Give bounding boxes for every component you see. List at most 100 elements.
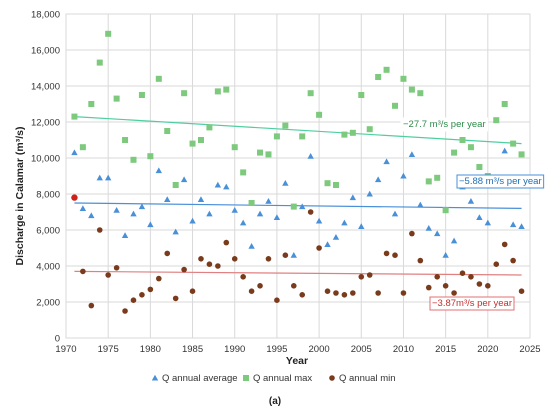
q-annual-min-point	[375, 290, 381, 296]
q-annual-average-point	[197, 196, 205, 202]
q-annual-max-point	[332, 182, 339, 188]
y-tick-label: 16,000	[31, 46, 60, 57]
q-annual-average-point	[374, 176, 382, 183]
q-annual-max-point	[518, 151, 525, 158]
q-annual-average-point	[509, 221, 517, 228]
legend-entry: Q annual min	[329, 373, 396, 384]
q-annual-max-point	[248, 200, 255, 206]
q-annual-max-point	[417, 90, 424, 97]
q-annual-max-point	[155, 75, 162, 82]
q-annual-average-point	[223, 183, 230, 190]
x-tick-label: 2005	[351, 344, 372, 355]
q-annual-max-point	[501, 101, 508, 107]
q-annual-max-point	[307, 90, 314, 97]
q-annual-min-point	[409, 230, 415, 237]
q-annual-average-point	[484, 219, 492, 226]
q-annual-average-point	[273, 214, 281, 220]
q-annual-average-point	[501, 147, 508, 154]
x-tick-label: 2025	[519, 344, 540, 355]
q-annual-average-point	[113, 207, 120, 213]
q-annual-average-point	[315, 217, 323, 224]
q-annual-max-point	[341, 131, 348, 138]
q-annual-min-point	[274, 297, 280, 304]
q-annual-min-point	[206, 261, 213, 268]
q-annual-average-point	[324, 241, 331, 247]
q-annual-average-point	[189, 217, 196, 224]
legend-marker	[243, 375, 249, 381]
x-tick-label: 2015	[435, 344, 456, 355]
q-annual-max-point	[147, 153, 154, 160]
trendline	[74, 116, 522, 145]
x-tick-label: 2000	[309, 344, 330, 355]
q-annual-average-point	[417, 201, 424, 208]
q-annual-min-point	[510, 257, 516, 264]
x-tick-label: 1970	[55, 344, 76, 355]
q-annual-min-point	[189, 288, 196, 295]
trend-annotation: −5.88 m³/s per year	[456, 174, 545, 189]
q-annual-max-point	[324, 180, 331, 187]
q-annual-min-point	[198, 255, 204, 262]
q-annual-average-point	[71, 149, 78, 156]
q-annual-min-point	[181, 266, 187, 273]
q-annual-average-point	[332, 234, 340, 240]
q-annual-min-point	[341, 292, 348, 298]
q-annual-max-point	[400, 75, 407, 82]
q-annual-min-point	[299, 292, 306, 298]
q-annual-min-point	[231, 255, 238, 262]
trend-annotation-text: −3.87m³/s per year	[432, 298, 512, 309]
q-annual-max-point	[459, 137, 466, 143]
q-annual-min-point	[96, 227, 103, 233]
q-annual-min-highlight-point	[71, 194, 78, 201]
q-annual-max-point	[408, 86, 415, 93]
x-tick-label: 1995	[266, 344, 287, 355]
q-annual-min-point	[358, 274, 365, 280]
q-annual-average-point	[442, 252, 449, 258]
q-annual-min-point	[417, 257, 424, 264]
q-annual-min-point	[164, 250, 171, 257]
q-annual-average-point	[450, 237, 458, 244]
q-annual-min-point	[400, 290, 407, 296]
q-annual-max-point	[383, 66, 390, 73]
trend-annotation-box	[456, 174, 545, 189]
q-annual-max-point	[467, 144, 474, 151]
q-annual-max-point	[442, 207, 449, 214]
q-annual-max-point	[392, 102, 399, 109]
q-annual-average-point	[467, 198, 475, 204]
q-annual-max-point	[425, 178, 432, 185]
q-annual-min-point	[122, 308, 128, 314]
trend-annotation-text: −5.88 m³/s per year	[459, 176, 542, 187]
q-annual-max-point	[105, 30, 112, 37]
q-annual-min-point	[316, 245, 322, 251]
q-annual-max-point	[88, 101, 95, 107]
q-annual-max-point	[122, 137, 129, 143]
q-annual-min-point	[501, 241, 508, 248]
q-annual-average-point	[400, 172, 407, 179]
q-annual-max-point	[130, 156, 137, 163]
y-tick-label: 0	[55, 334, 60, 345]
q-annual-max-point	[164, 128, 171, 134]
q-annual-max-point	[214, 88, 221, 95]
q-annual-max-point	[282, 122, 289, 129]
q-annual-min-point	[139, 292, 145, 298]
q-annual-average-point	[155, 167, 162, 174]
q-annual-min-point	[476, 281, 483, 287]
q-annual-max-point	[79, 144, 86, 151]
q-annual-min-point	[333, 290, 339, 296]
q-annual-max-point	[240, 169, 247, 176]
q-annual-min-point	[113, 265, 120, 271]
trend-annotation-box	[429, 296, 515, 311]
legend-marker	[329, 375, 335, 381]
x-tick-label: 1990	[224, 344, 245, 355]
q-annual-average-point	[425, 225, 432, 231]
q-annual-min-point	[290, 283, 297, 289]
q-annual-max-point	[273, 133, 280, 140]
q-annual-max-point	[231, 144, 238, 151]
q-annual-average-point	[138, 203, 146, 210]
q-annual-min-point	[451, 290, 457, 296]
q-annual-max-point	[375, 74, 382, 80]
legend-label: Q annual min	[339, 373, 396, 384]
legend-label: Q annual average	[162, 373, 238, 384]
legend-entry: Q annual average	[151, 373, 238, 384]
q-annual-average-point	[147, 221, 154, 228]
q-annual-min-point	[518, 288, 525, 295]
